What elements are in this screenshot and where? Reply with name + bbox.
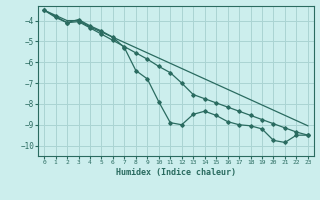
X-axis label: Humidex (Indice chaleur): Humidex (Indice chaleur) [116, 168, 236, 177]
